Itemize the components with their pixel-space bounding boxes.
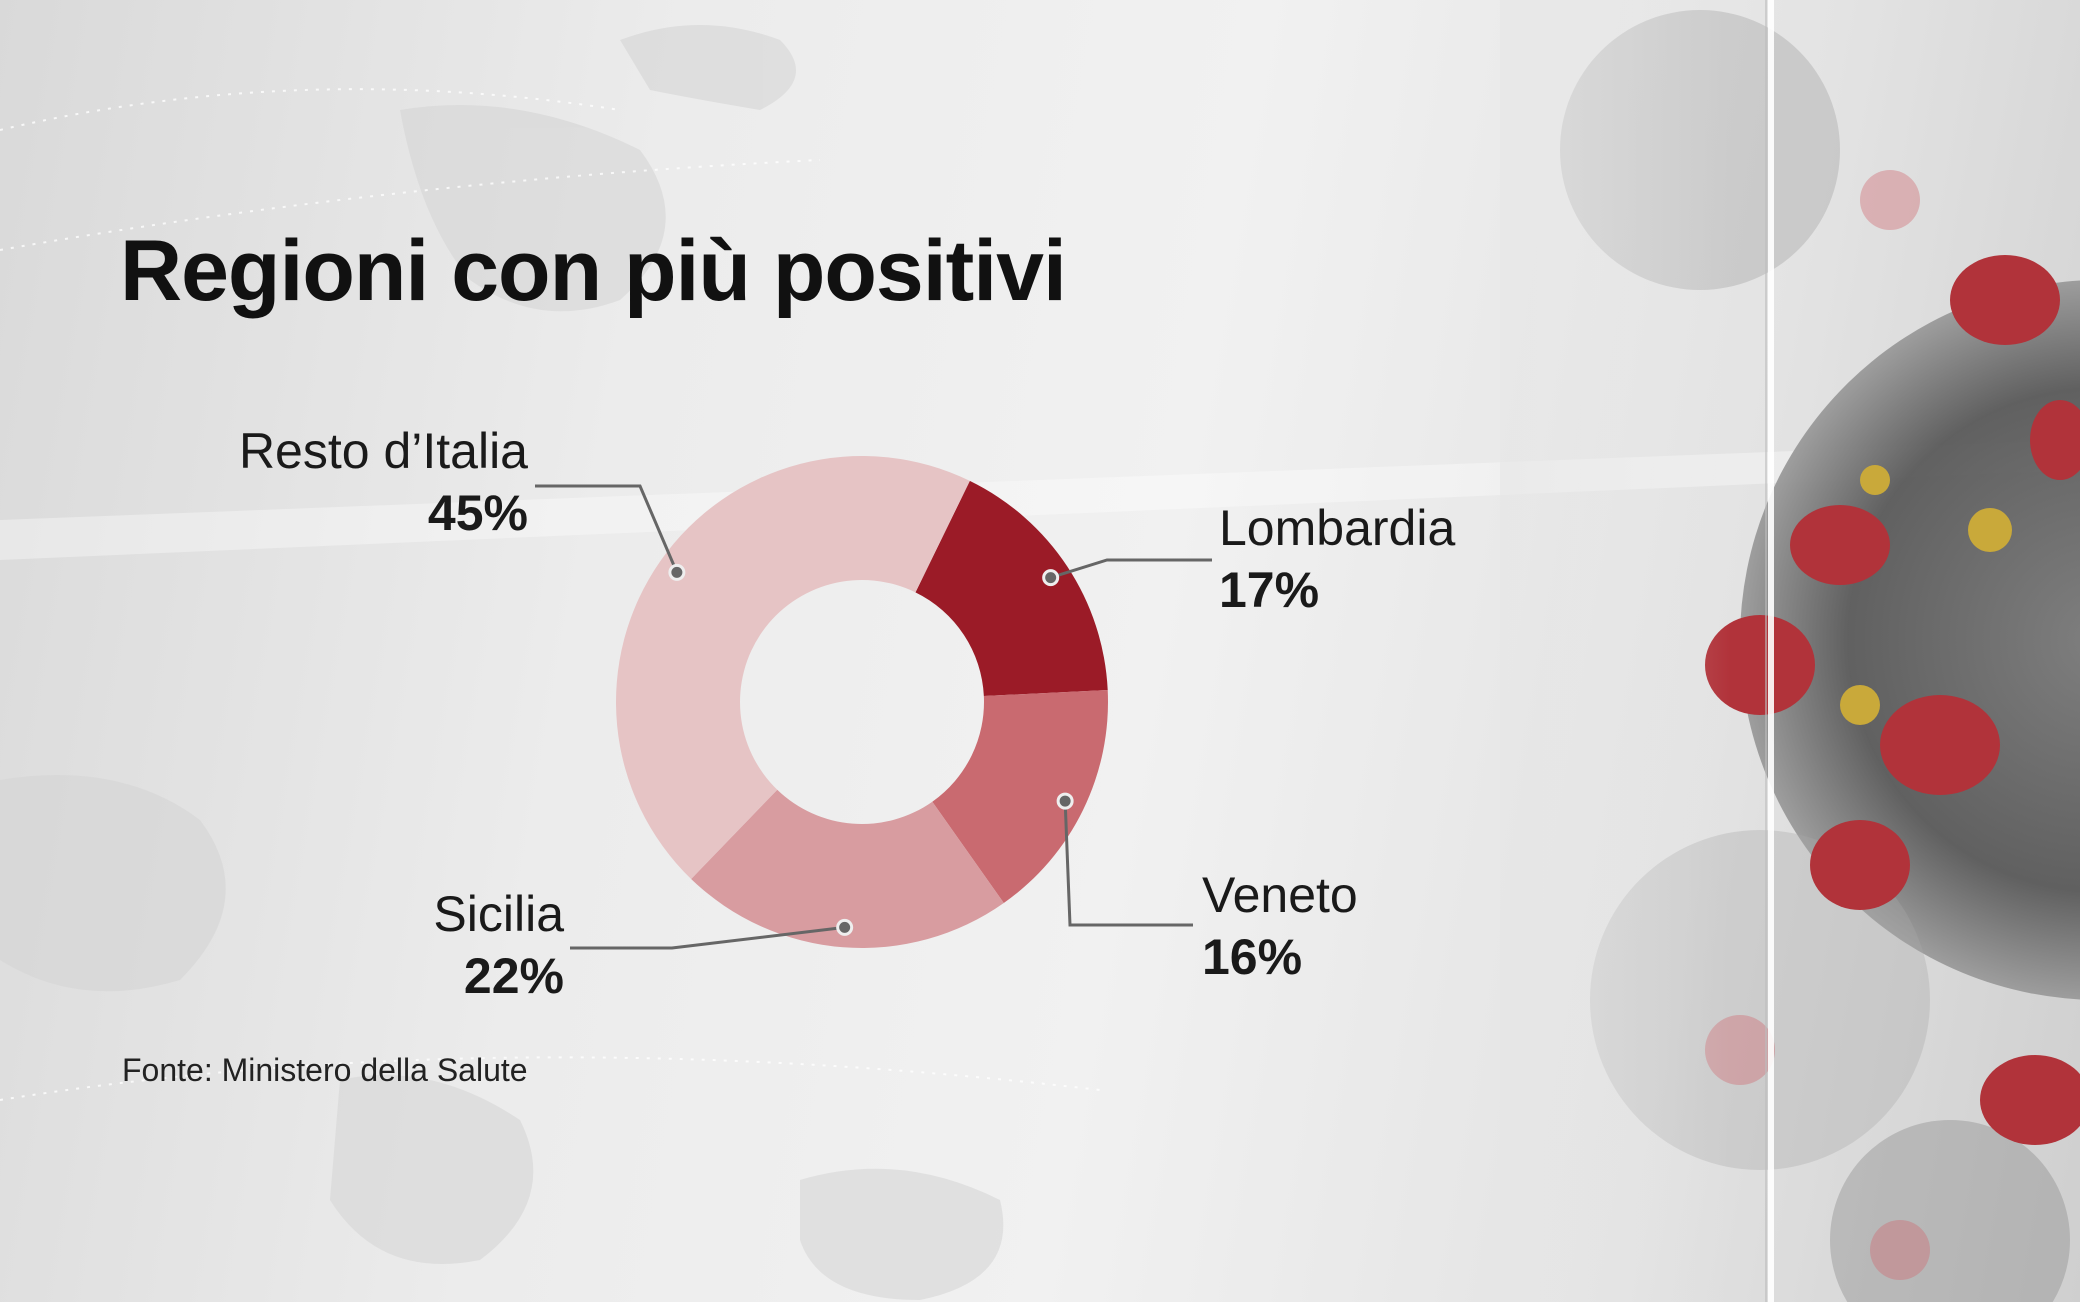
slice-lombardia [915, 480, 1108, 697]
donut-slices [616, 456, 1108, 948]
divider-line [1768, 0, 1774, 1302]
leader-line [570, 925, 845, 950]
leader-dot [1042, 569, 1060, 587]
slice-resto-italia [616, 456, 970, 879]
slice-veneto [932, 689, 1108, 904]
slice-label: Sicilia [433, 886, 564, 942]
leader-lines [535, 484, 1212, 950]
slice-value: 22% [463, 948, 564, 1004]
slice-label: Lombardia [1219, 500, 1456, 556]
slice-label: Veneto [1202, 867, 1358, 923]
leader-line [535, 484, 679, 573]
chart-title: Regioni con più positivi [120, 223, 1067, 319]
label-resto-italia: Resto d’Italia 45% [190, 420, 528, 544]
slice-value: 45% [427, 485, 528, 541]
leader-line [1063, 801, 1193, 927]
slice-sicilia [691, 789, 1004, 948]
dotted-lines-decoration [0, 88, 1101, 1101]
leader-dot [668, 563, 686, 581]
slice-value: 16% [1202, 929, 1303, 985]
slice-label: Resto d’Italia [238, 423, 528, 479]
label-sicilia: Sicilia 22% [260, 883, 564, 1007]
leader-dot [836, 918, 854, 936]
leader-dot [1056, 792, 1074, 810]
world-map-decoration [0, 25, 1004, 1300]
label-lombardia: Lombardia 17% [1219, 497, 1455, 621]
leader-line [1050, 558, 1212, 580]
source-note: Fonte: Ministero della Salute [122, 1052, 528, 1088]
label-veneto: Veneto 16% [1202, 864, 1358, 988]
slice-value: 17% [1219, 562, 1320, 618]
